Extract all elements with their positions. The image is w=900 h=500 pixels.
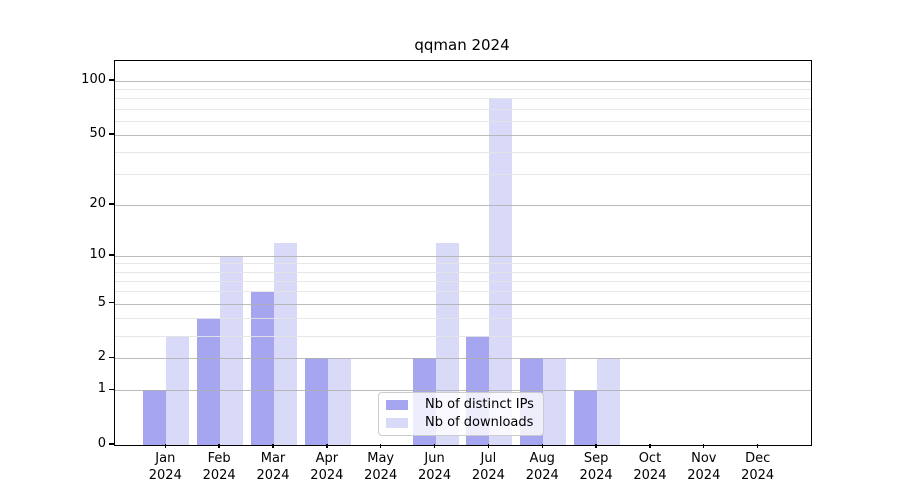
y-axis-tick	[109, 203, 114, 205]
y-axis-tick-label: 2	[97, 349, 106, 365]
plot-area	[114, 60, 812, 446]
x-axis-tick	[541, 444, 543, 448]
gridline-minor	[115, 152, 811, 154]
x-axis-tick	[649, 444, 651, 448]
bar-distinct-ips-jan	[143, 390, 167, 445]
gridline-major	[115, 204, 811, 206]
x-axis-tick	[164, 444, 166, 448]
gridline-major	[115, 358, 811, 360]
x-axis-tick	[487, 444, 490, 448]
x-axis-month-label: Aug 2024	[525, 451, 559, 483]
gridline-minor	[115, 318, 811, 320]
legend-item: Nb of distinct IPs	[386, 398, 534, 412]
legend-swatch-downloads	[386, 418, 408, 428]
y-axis-tick-label: 50	[89, 125, 106, 141]
bar-downloads-apr	[327, 358, 351, 445]
gridline-minor	[115, 120, 811, 122]
bar-distinct-ips-mar	[251, 291, 274, 445]
legend: Nb of distinct IPs Nb of downloads	[378, 392, 544, 436]
x-axis-month-label: Nov 2024	[687, 451, 721, 483]
x-axis-month-label: Jul 2024	[471, 451, 505, 483]
x-axis-month-label: Feb 2024	[202, 451, 236, 483]
legend-label: Nb of distinct IPs	[425, 397, 534, 412]
x-axis-month-label: Mar 2024	[256, 451, 290, 483]
y-axis-tick-label: 0	[97, 436, 106, 451]
y-axis-tick-label: 100	[81, 71, 106, 87]
gridline-major	[115, 255, 811, 257]
y-axis-tick-label: 20	[89, 195, 106, 211]
bar-downloads-mar	[274, 242, 297, 445]
x-axis-tick	[218, 444, 220, 448]
x-axis-month-label: Dec 2024	[741, 451, 775, 483]
x-axis-month-label: Oct 2024	[633, 451, 667, 483]
x-axis-month-label: May 2024	[364, 451, 398, 483]
gridline-major	[115, 80, 811, 82]
x-axis-tick	[595, 444, 597, 448]
gridline-minor	[115, 98, 811, 100]
y-axis-tick-label: 5	[97, 294, 106, 310]
bar-downloads-sep	[597, 358, 621, 445]
gridline-minor	[115, 108, 811, 110]
x-axis-tick	[326, 444, 328, 448]
y-axis-tick	[109, 388, 114, 390]
x-axis-month-label: Apr 2024	[310, 451, 344, 483]
y-axis-tick	[109, 356, 114, 359]
gridline-minor	[115, 280, 811, 282]
gridline-major	[115, 390, 811, 392]
x-axis-tick	[756, 444, 759, 448]
bar-distinct-ips-sep	[574, 390, 598, 445]
x-axis-tick	[272, 444, 274, 448]
gridline-major	[115, 303, 811, 305]
gridline-minor	[115, 271, 811, 273]
y-axis-tick-label: 1	[97, 381, 106, 397]
x-axis-tick	[433, 444, 436, 448]
legend-label: Nb of downloads	[425, 415, 534, 430]
gridline-minor	[115, 291, 811, 293]
gridline-minor	[115, 335, 811, 337]
bar-distinct-ips-feb	[197, 318, 221, 445]
gridline-major	[115, 134, 811, 136]
y-axis-tick	[109, 79, 114, 81]
x-axis-tick	[380, 444, 382, 448]
x-axis-tick	[703, 444, 705, 448]
y-axis-tick	[109, 443, 114, 445]
y-axis-tick	[109, 133, 114, 135]
gridline-minor	[115, 89, 811, 91]
gridline-minor	[115, 263, 811, 265]
x-axis-month-label: Jun 2024	[418, 451, 452, 483]
y-axis-tick	[109, 301, 114, 304]
bar-downloads-feb	[220, 255, 244, 445]
x-axis-month-label: Sep 2024	[579, 451, 613, 483]
y-axis-tick	[109, 254, 114, 256]
chart-title: qqman 2024	[414, 36, 510, 54]
legend-swatch-distinct-ips	[386, 400, 408, 410]
bar-distinct-ips-apr	[304, 358, 328, 445]
bar-downloads-aug	[543, 358, 567, 445]
y-axis-tick-label: 10	[89, 246, 106, 262]
x-axis-month-label: Jan 2024	[148, 451, 182, 483]
legend-item: Nb of downloads	[386, 416, 534, 430]
gridline-minor	[115, 174, 811, 176]
